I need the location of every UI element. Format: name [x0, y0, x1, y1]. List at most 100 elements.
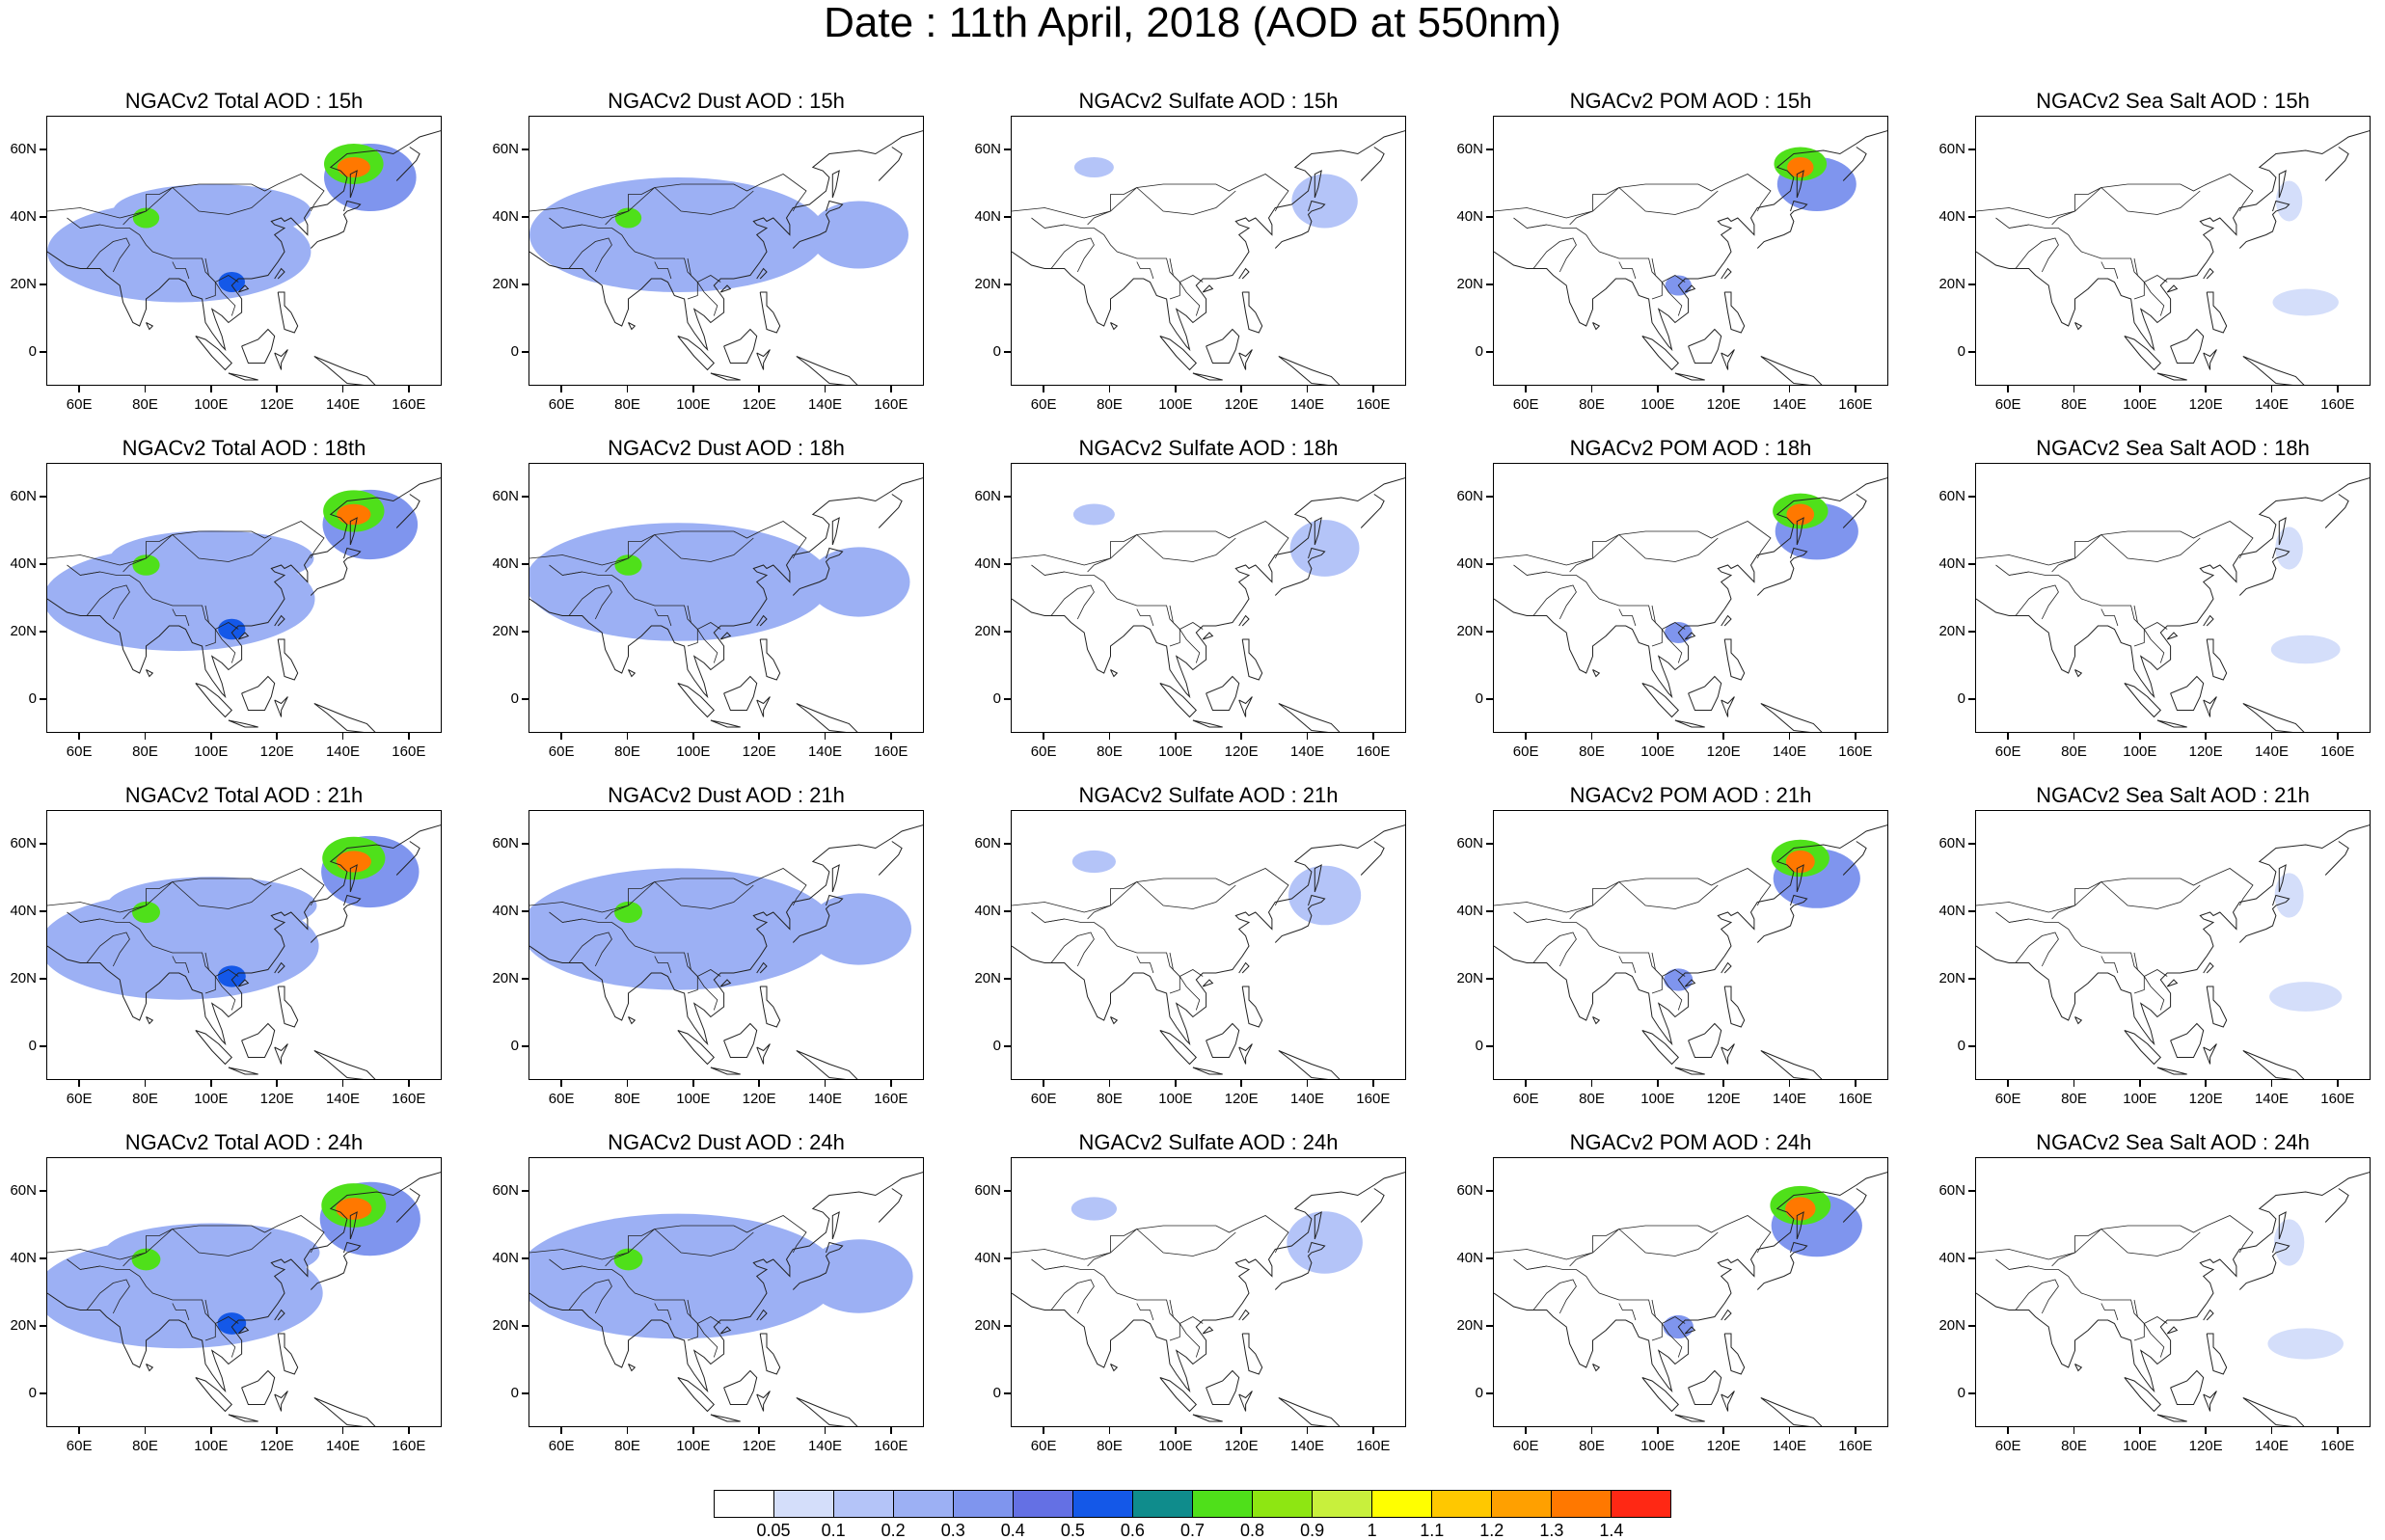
coastline — [1976, 477, 2370, 699]
coastline — [195, 1377, 232, 1413]
lon-label: 160E — [2320, 1438, 2355, 1454]
lon-label: 140E — [325, 1438, 361, 1454]
lon-label: 60E — [1994, 743, 2021, 760]
coastline — [237, 979, 250, 987]
country-border — [2100, 1303, 2119, 1321]
coastline — [792, 894, 844, 943]
country-border — [2133, 605, 2145, 647]
country-border — [605, 905, 629, 920]
lon-label: 80E — [1097, 1091, 1123, 1107]
lon-label: 120E — [1706, 1438, 1741, 1454]
lon-label: 100E — [1158, 743, 1193, 760]
country-border — [1532, 1279, 1577, 1314]
country-border — [2143, 282, 2165, 316]
country-border — [214, 629, 236, 663]
colorbar-cell — [1612, 1491, 1670, 1517]
lon-label: 80E — [132, 1438, 158, 1454]
lat-tick — [40, 978, 46, 980]
coastline — [395, 494, 420, 528]
colorbar-cell — [1073, 1491, 1133, 1517]
country-border — [1618, 261, 1637, 280]
lat-label: 0 — [1957, 1385, 1965, 1401]
lon-tick — [2205, 1080, 2207, 1087]
country-border — [122, 210, 147, 226]
panel-title: NGACv2 Dust AOD : 24h — [608, 1130, 845, 1154]
lat-label: 0 — [992, 1038, 1001, 1054]
coastline — [1688, 1022, 1722, 1058]
colorbar-cell — [1492, 1491, 1552, 1517]
country-border — [2074, 187, 2101, 211]
coastline — [1760, 356, 1823, 385]
lon-label: 80E — [1579, 396, 1605, 413]
country-border — [122, 1252, 147, 1267]
country-border — [86, 584, 130, 620]
coastline — [2166, 979, 2179, 987]
lat-label: 40N — [1938, 208, 1965, 225]
coastline — [2324, 1188, 2349, 1223]
lon-label: 160E — [1838, 1438, 1873, 1454]
coastline — [1274, 547, 1326, 596]
map-canvas — [1976, 1172, 2370, 1426]
lat-label: 60N — [974, 488, 1001, 504]
lat-tick — [1486, 216, 1493, 218]
aod-region — [2275, 527, 2303, 570]
colorbar-cell — [834, 1491, 894, 1517]
lat-tick — [1486, 978, 1493, 980]
map-panel: NGACv2 Sea Salt AOD : 18h 0 20N 40N 60N 60E 80… — [1938, 436, 2371, 793]
lon-tick — [1657, 386, 1659, 392]
lon-label: 80E — [132, 743, 158, 760]
lat-label: 20N — [1938, 1317, 1965, 1334]
aod-region — [1288, 865, 1362, 926]
coastline — [395, 147, 420, 181]
lon-label: 100E — [194, 1091, 229, 1107]
coastline — [1688, 328, 1722, 364]
lon-tick — [1788, 1080, 1791, 1087]
lat-tick — [1004, 1392, 1011, 1394]
coastline — [313, 356, 376, 385]
coastline — [1278, 1397, 1341, 1426]
country-border — [1513, 911, 1547, 923]
aod-region — [336, 1198, 372, 1220]
lat-label: 40N — [1456, 208, 1483, 225]
country-border — [2051, 210, 2075, 226]
lat-tick — [1486, 1325, 1493, 1327]
coastline — [1674, 719, 1705, 728]
map-panel: NGACv2 Dust AOD : 15h 0 20N 40N 60N 60E 80E 100… — [492, 89, 924, 446]
country-border — [67, 217, 100, 229]
country-border — [1494, 521, 1772, 566]
country-border — [1169, 952, 1180, 994]
country-border — [2133, 1299, 2145, 1341]
map-frame — [1975, 463, 2371, 733]
map-frame — [1975, 1157, 2371, 1427]
coastline — [1241, 291, 1263, 334]
lat-label: 20N — [974, 276, 1001, 292]
lon-tick — [2205, 733, 2207, 740]
lon-label: 120E — [1706, 396, 1741, 413]
lon-label: 120E — [1706, 743, 1741, 760]
coastline — [1278, 356, 1341, 385]
lon-tick — [1855, 1080, 1857, 1087]
lat-label: 20N — [1938, 970, 1965, 986]
coastline — [2206, 986, 2228, 1028]
country-border — [1044, 571, 1204, 630]
coastline — [2242, 1050, 2305, 1079]
lat-label: 60N — [1456, 488, 1483, 504]
coastline — [1721, 614, 1732, 627]
coastline — [628, 1364, 637, 1372]
aod-region — [529, 177, 827, 292]
lat-label: 60N — [10, 488, 37, 504]
aod-region — [217, 1312, 247, 1335]
lon-tick — [2139, 386, 2141, 392]
country-border — [1179, 1323, 1201, 1358]
coastline — [2203, 961, 2214, 974]
coastline — [195, 1030, 232, 1066]
coastline — [1756, 200, 1808, 249]
lon-label: 120E — [1224, 743, 1259, 760]
map-panel: NGACv2 Sea Salt AOD : 21h 0 20N 40N 60N 60E 80… — [1938, 783, 2371, 1140]
lon-tick — [1525, 1080, 1527, 1087]
country-border — [1110, 534, 1137, 558]
coastline — [228, 719, 258, 728]
lat-tick — [522, 1325, 528, 1327]
country-border — [1592, 534, 1619, 558]
lat-tick — [1968, 563, 1975, 565]
